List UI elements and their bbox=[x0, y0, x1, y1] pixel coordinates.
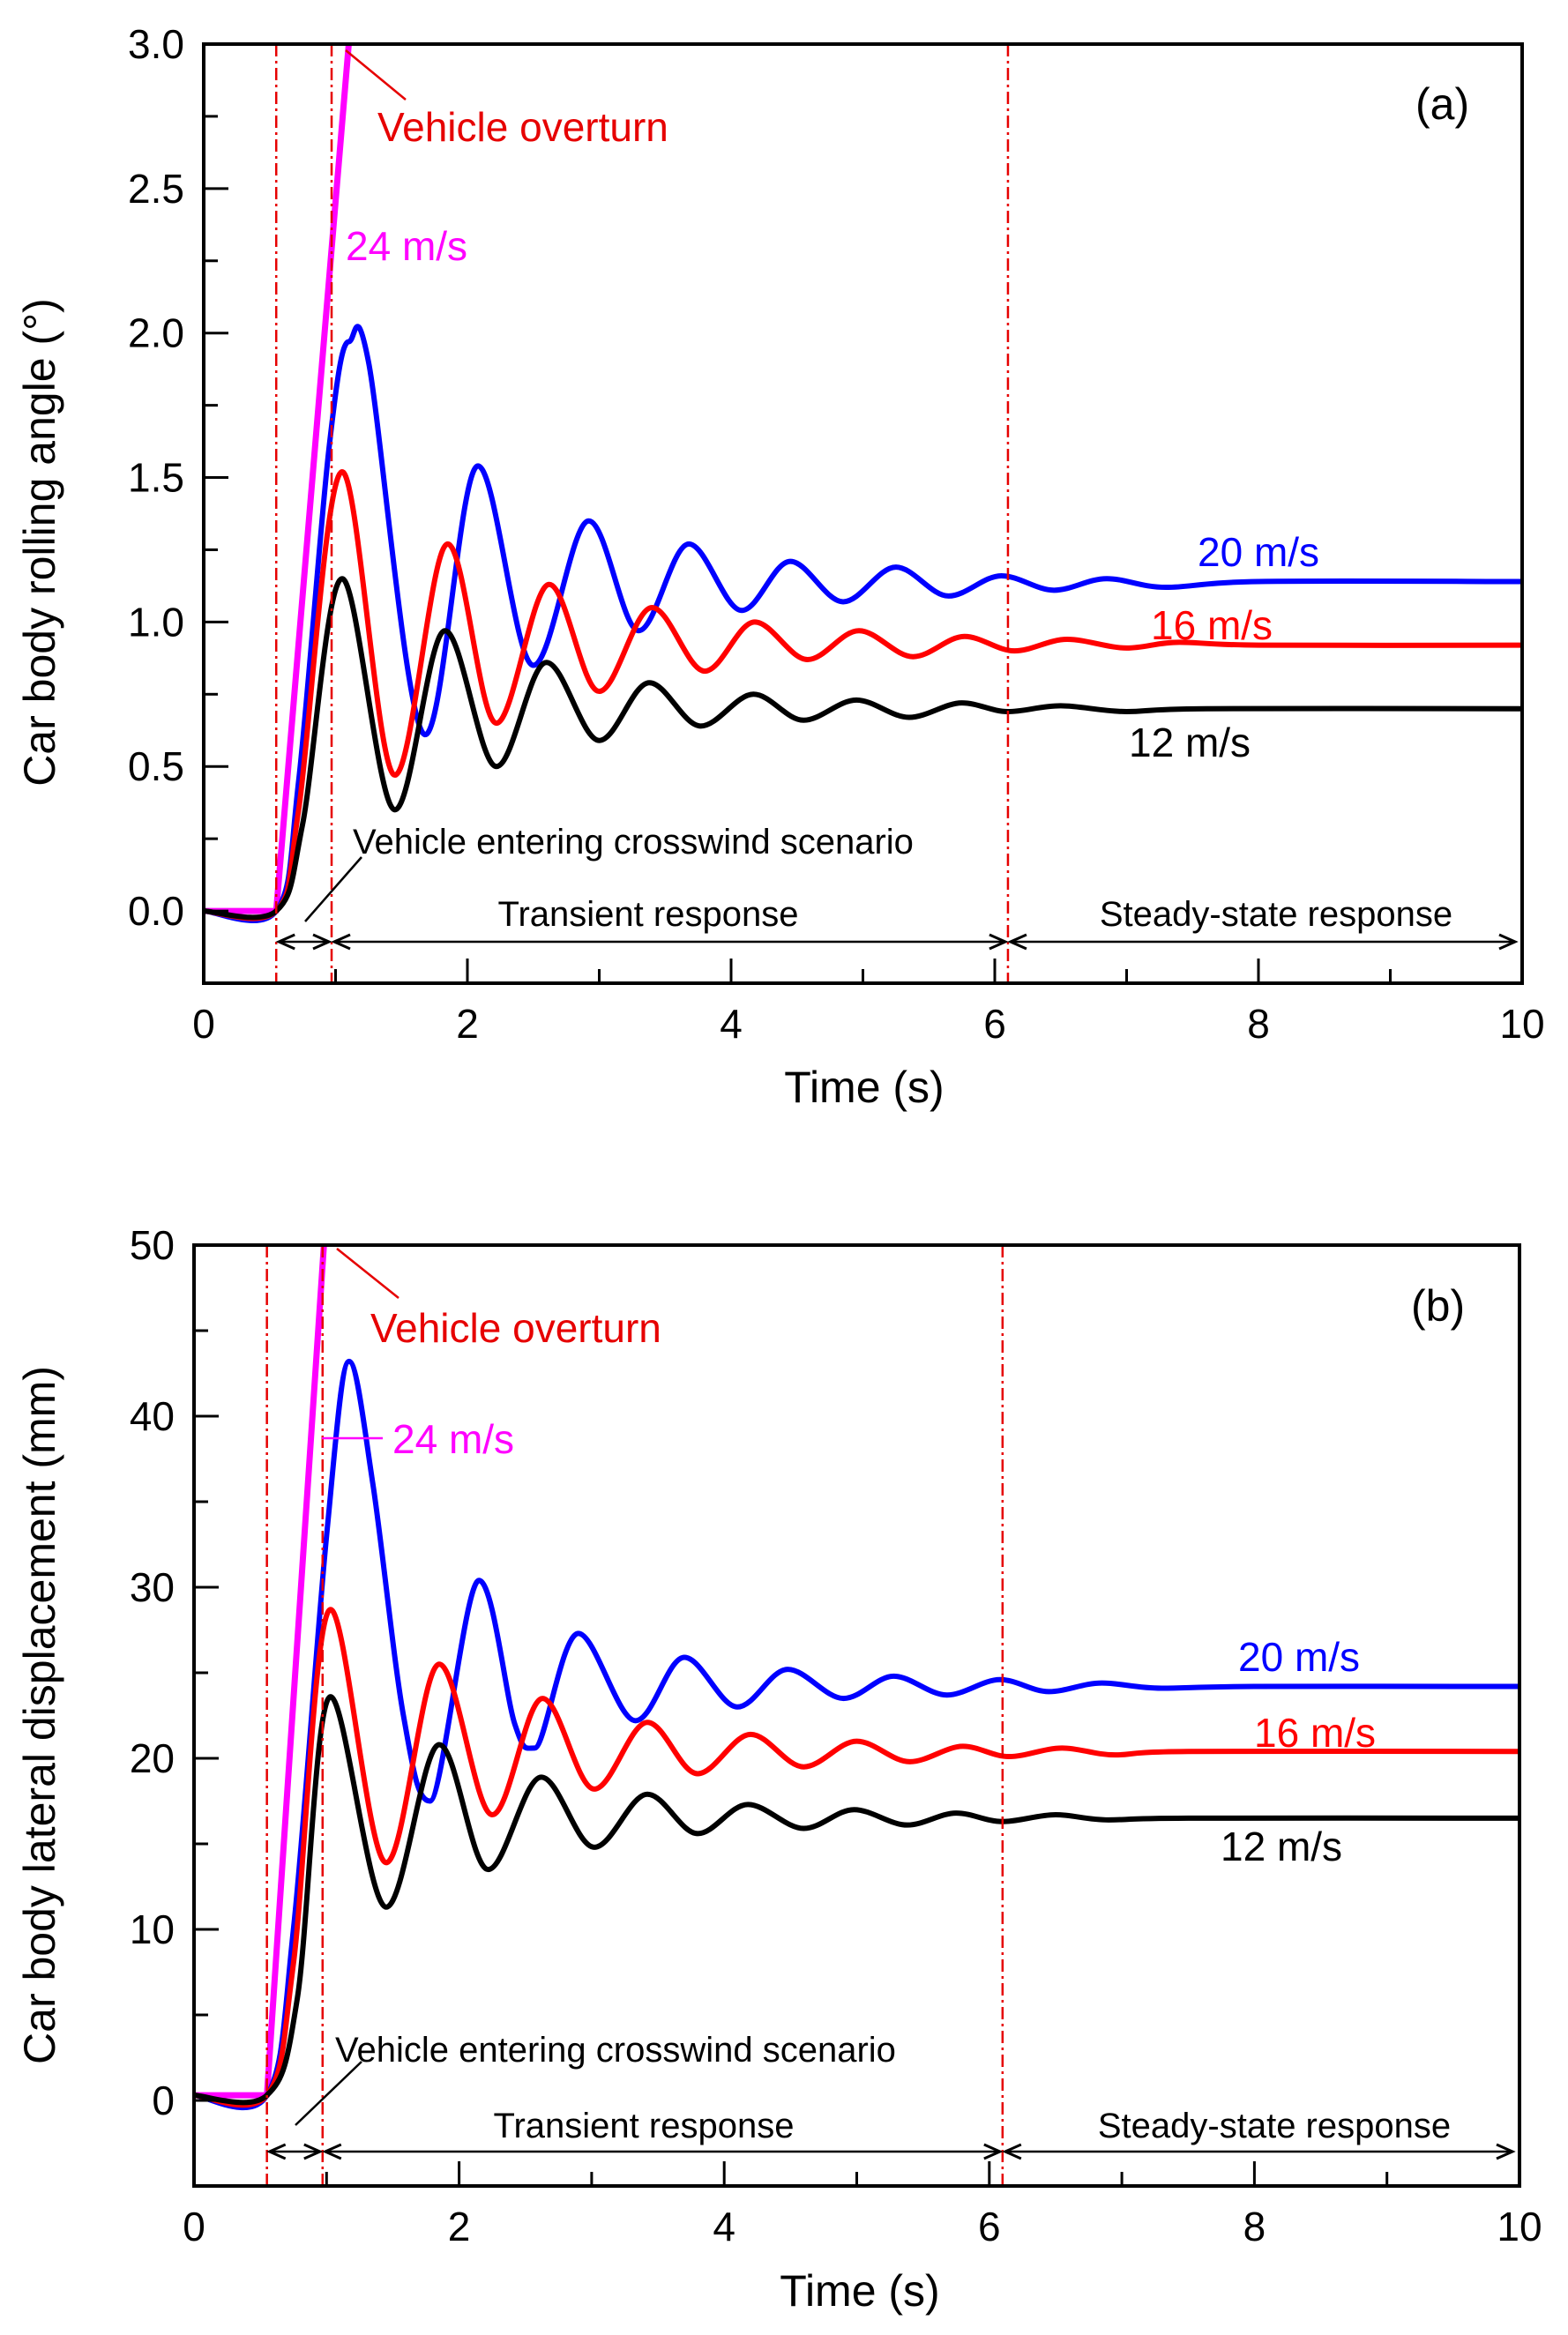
panel-a-entering-label: Vehicle entering crosswind scenario bbox=[353, 823, 914, 862]
x-tick-label: 6 bbox=[983, 1001, 1006, 1047]
panel-b-transient-label: Transient response bbox=[494, 2107, 795, 2145]
panel-a-x-axis-title: Time (s) bbox=[784, 1063, 944, 1112]
y-tick-label: 40 bbox=[130, 1393, 175, 1439]
panel-b-label-12: 12 m/s bbox=[1221, 1824, 1342, 1869]
x-tick-label: 0 bbox=[183, 2204, 205, 2249]
panel-a-overturn-label: Vehicle overturn bbox=[377, 104, 668, 150]
y-tick-label: 1.5 bbox=[128, 455, 184, 501]
y-tick-label: 0 bbox=[152, 2078, 175, 2123]
panel-a-label-20: 20 m/s bbox=[1198, 529, 1319, 575]
x-tick-label: 6 bbox=[978, 2204, 1001, 2249]
panel-a-phase-arrows bbox=[275, 933, 1519, 951]
panel-a-overturn-leader bbox=[345, 49, 407, 101]
y-tick-label: 0.5 bbox=[128, 743, 184, 789]
panel-b-x-axis-title: Time (s) bbox=[780, 2266, 939, 2316]
x-tick-label: 2 bbox=[456, 1001, 479, 1047]
panel-a-label: (a) bbox=[1415, 79, 1469, 129]
x-tick-label: 0 bbox=[192, 1001, 215, 1047]
arrowhead-left-icon bbox=[322, 2143, 342, 2160]
panel-a-rolling-angle: 0 2 4 6 8 10 0.0 0.5 1.0 1.5 2.0 2.5 3.0 (a) Time (s… bbox=[15, 21, 1545, 1112]
arrowhead-right-icon bbox=[312, 933, 332, 951]
arrowhead-right-icon bbox=[1498, 933, 1519, 951]
panel-b-steady-label: Steady-state response bbox=[1098, 2107, 1451, 2145]
series-line-24-ms bbox=[194, 1245, 327, 2099]
panel-b-label-24: 24 m/s bbox=[392, 1416, 514, 1462]
panel-a-curves bbox=[204, 44, 1522, 923]
panel-b-ticks: 0 2 4 6 8 10 0 10 20 30 40 50 bbox=[130, 1222, 1542, 2249]
panel-b-overturn-label: Vehicle overturn bbox=[370, 1305, 661, 1351]
panel-b-phase-arrows bbox=[265, 2143, 1516, 2160]
y-tick-label: 2.0 bbox=[128, 310, 184, 356]
y-tick-label: 2.5 bbox=[128, 166, 184, 212]
panel-a-transient-label: Transient response bbox=[498, 895, 799, 934]
panel-a-label-12: 12 m/s bbox=[1129, 720, 1251, 765]
panel-a-label-16: 16 m/s bbox=[1151, 602, 1273, 648]
panel-a-ticks: 0 2 4 6 8 10 0.0 0.5 1.0 1.5 2.0 2.5 3.0 bbox=[128, 21, 1545, 1047]
arrowhead-right-icon bbox=[983, 2143, 1004, 2160]
panel-b-vlines bbox=[265, 1245, 1004, 2186]
x-tick-label: 8 bbox=[1247, 1001, 1270, 1047]
series-line-12-ms bbox=[194, 1694, 1519, 2106]
panel-b-y-axis-title: Car body lateral displacement (mm) bbox=[15, 1366, 64, 2064]
panel-a-label-24: 24 m/s bbox=[346, 223, 467, 269]
series-line-20-ms bbox=[204, 324, 1522, 923]
x-tick-label: 10 bbox=[1499, 1001, 1544, 1047]
y-tick-label: 30 bbox=[130, 1564, 175, 1610]
series-line-16-ms bbox=[194, 1607, 1519, 2108]
x-tick-label: 10 bbox=[1497, 2204, 1542, 2249]
x-tick-label: 2 bbox=[448, 2204, 471, 2249]
panel-b-entering-leader bbox=[295, 2061, 362, 2126]
panel-a-steady-label: Steady-state response bbox=[1100, 895, 1452, 934]
panel-b-lateral-displacement: 0 2 4 6 8 10 0 10 20 30 40 50 (b) Time (s) Car body… bbox=[15, 1222, 1542, 2316]
arrowhead-left-icon bbox=[265, 2143, 287, 2160]
series-line-20-ms bbox=[194, 1358, 1519, 2111]
panel-b-label-16: 16 m/s bbox=[1254, 1710, 1376, 1756]
arrowhead-left-icon bbox=[1007, 933, 1027, 951]
x-tick-label: 4 bbox=[713, 2204, 735, 2249]
panel-b-curves bbox=[194, 1245, 1519, 2111]
y-tick-label: 3.0 bbox=[128, 21, 184, 67]
arrowhead-right-icon bbox=[303, 2143, 324, 2160]
panel-b-entering-label: Vehicle entering crosswind scenario bbox=[335, 2031, 896, 2070]
arrowhead-right-icon bbox=[989, 933, 1009, 951]
y-tick-label: 10 bbox=[130, 1906, 175, 1952]
y-tick-label: 50 bbox=[130, 1222, 175, 1268]
y-tick-label: 20 bbox=[130, 1735, 175, 1781]
arrowhead-left-icon bbox=[331, 933, 351, 951]
arrowhead-left-icon bbox=[275, 933, 295, 951]
x-tick-label: 8 bbox=[1243, 2204, 1266, 2249]
arrowhead-left-icon bbox=[1002, 2143, 1022, 2160]
panel-a-y-axis-title: Car body rolling angle (°) bbox=[15, 298, 64, 787]
x-tick-label: 4 bbox=[720, 1001, 743, 1047]
series-line-12-ms bbox=[204, 576, 1522, 921]
panel-b-overturn-leader bbox=[336, 1248, 399, 1299]
series-line-16-ms bbox=[204, 468, 1522, 921]
arrowhead-right-icon bbox=[1496, 2143, 1516, 2160]
y-tick-label: 0.0 bbox=[128, 888, 184, 934]
panel-a-vlines bbox=[274, 44, 1010, 983]
panel-b-label-20: 20 m/s bbox=[1238, 1634, 1360, 1680]
y-tick-label: 1.0 bbox=[128, 599, 184, 645]
panel-b-label: (b) bbox=[1411, 1281, 1465, 1331]
panel-a-entering-leader bbox=[304, 856, 362, 922]
